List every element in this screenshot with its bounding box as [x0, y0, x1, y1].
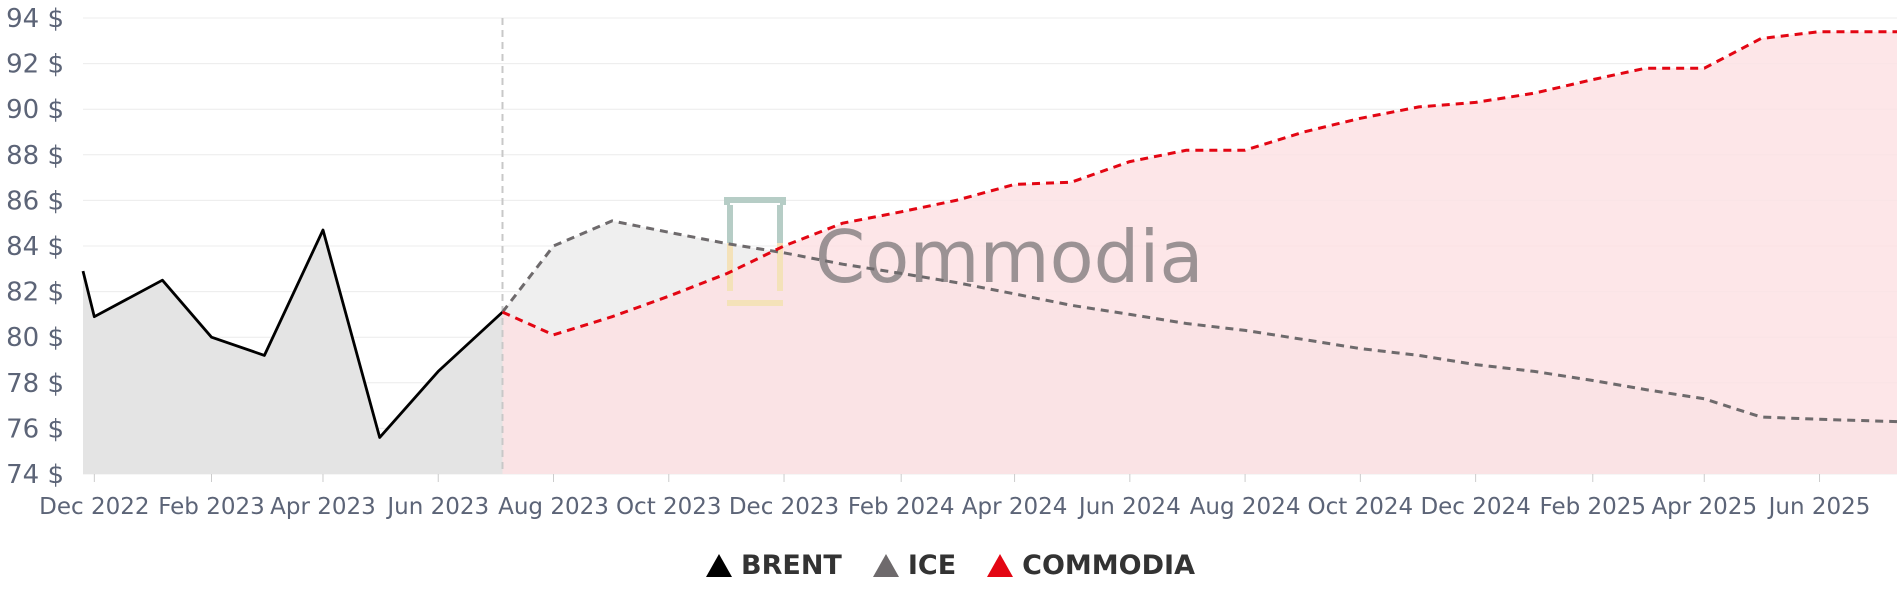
x-tick-label: Aug 2024 [1190, 494, 1301, 520]
series-line-brent [81, 228, 504, 439]
y-tick-label: 94 $ [6, 4, 64, 34]
x-tick-label: Aug 2023 [498, 494, 609, 520]
x-tick-label: Dec 2024 [1420, 494, 1530, 520]
x-tick-label: Dec 2022 [39, 494, 149, 520]
x-tick-label: Oct 2023 [616, 494, 722, 520]
legend-label: COMMODIA [1022, 549, 1195, 581]
price-forecast-chart: 74 $ 76 $ 78 $ 80 $ 82 $ 84 $ 86 $ 88 $ 90 $ 92 $… [6, 4, 1898, 520]
y-tick-label: 82 $ [6, 278, 64, 308]
x-tick-label: Apr 2025 [1651, 494, 1757, 520]
y-tick-label: 88 $ [6, 141, 64, 171]
y-tick-label: 80 $ [6, 323, 64, 353]
legend-label: ICE [907, 549, 957, 581]
commodia-logo-icon [724, 197, 786, 306]
y-tick-label: 76 $ [6, 414, 64, 444]
series-line-ice [501, 219, 1898, 424]
x-tick-label: Jun 2023 [385, 494, 489, 520]
x-tick-label: Jun 2025 [1767, 494, 1871, 520]
legend-item-commodia[interactable]: COMMODIA [986, 550, 1195, 581]
watermark-text: Commodia [815, 215, 1203, 299]
y-tick-label: 74 $ [6, 460, 64, 490]
y-tick-label: 90 $ [6, 95, 64, 125]
y-tick-label: 84 $ [6, 232, 64, 262]
x-tick-label: Apr 2024 [962, 494, 1068, 520]
y-tick-label: 86 $ [6, 186, 64, 216]
y-axis-ticks: 74 $ 76 $ 78 $ 80 $ 82 $ 84 $ 86 $ 88 $ 90 $ 92 $… [6, 4, 64, 490]
x-tick-label: Dec 2023 [729, 494, 839, 520]
commodia-watermark: Commodia [724, 197, 1203, 306]
series-fills [83, 31, 1897, 474]
x-tick-label: Feb 2023 [158, 494, 265, 520]
x-tick-label: Jun 2024 [1077, 494, 1181, 520]
x-tick-label: Feb 2024 [848, 494, 955, 520]
series-area-brent [83, 230, 503, 474]
x-tick-label: Apr 2023 [270, 494, 376, 520]
legend-item-brent[interactable]: BRENT [705, 550, 842, 581]
y-tick-label: 92 $ [6, 50, 64, 80]
y-tick-label: 78 $ [6, 369, 64, 399]
series-lines [81, 30, 1898, 439]
triangle-icon [987, 554, 1014, 577]
legend-label: BRENT [741, 549, 842, 581]
x-tick-label: Feb 2025 [1539, 494, 1646, 520]
triangle-icon [872, 554, 899, 577]
legend-item-ice[interactable]: ICE [872, 550, 956, 581]
chart-legend: BRENT ICE COMMODIA [0, 540, 1900, 590]
x-tick-label: Oct 2024 [1308, 494, 1414, 520]
triangle-icon [706, 554, 733, 577]
x-axis-ticks: Dec 2022 Feb 2023 Apr 2023 Jun 2023 Aug 2023… [39, 474, 1870, 520]
series-line-commodia [501, 30, 1897, 337]
series-area-commodia [502, 31, 1897, 474]
